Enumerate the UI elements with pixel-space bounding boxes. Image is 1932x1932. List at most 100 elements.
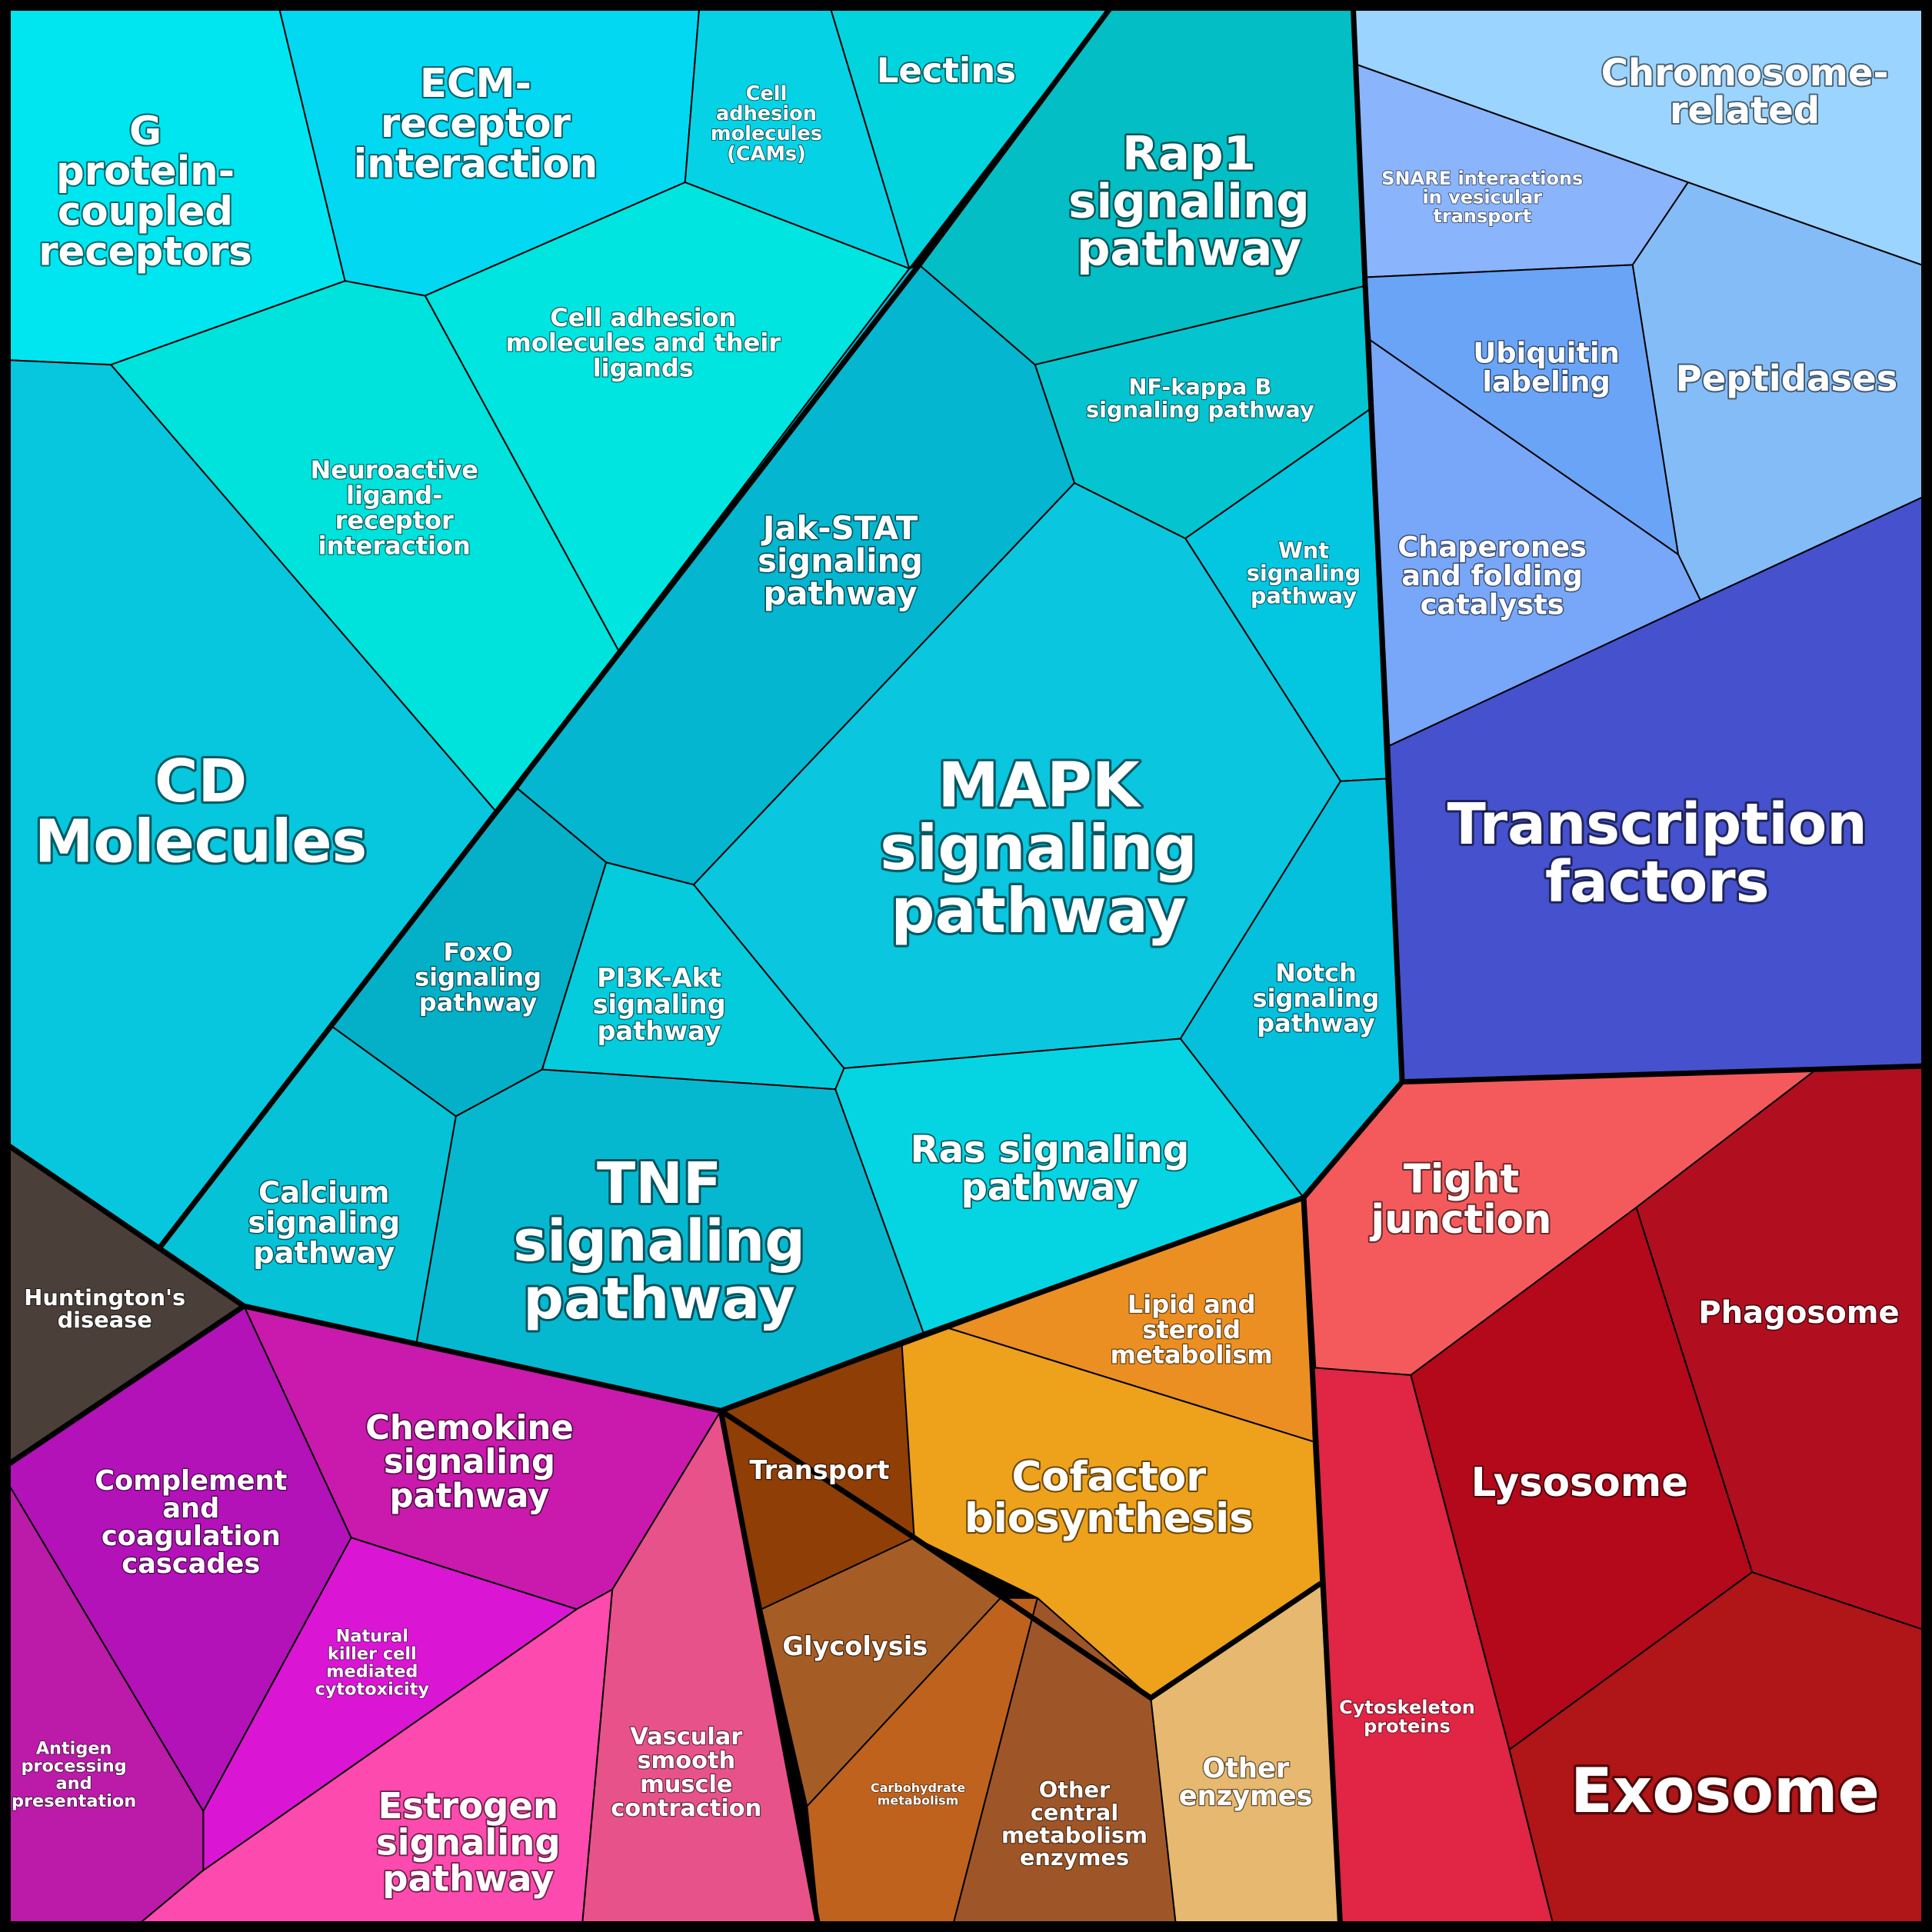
label-line: (CAMs) bbox=[727, 142, 806, 165]
label-cell-adhesion-molecules-cams: Cell adhesion molecules (CAMs) bbox=[711, 82, 822, 165]
label-line: pathway bbox=[253, 1236, 395, 1271]
label-line: Lysosome bbox=[1471, 1460, 1688, 1506]
label-line: signaling bbox=[593, 989, 726, 1019]
label-exosome: Exosome bbox=[1571, 1755, 1880, 1827]
label-carbohydrate-metabolism: Carbohydrate metabolism bbox=[871, 1780, 965, 1807]
label-line: protein- bbox=[56, 148, 235, 195]
group-border-line bbox=[718, 1410, 822, 1932]
label-line: SNARE interactions bbox=[1381, 168, 1583, 189]
label-line: Phagosome bbox=[1698, 1295, 1900, 1331]
label-line: Estrogen bbox=[378, 1785, 558, 1827]
label-mapk-signaling-pathway: MAPK signaling pathway bbox=[880, 750, 1198, 947]
label-line: disease bbox=[58, 1307, 152, 1333]
label-line: Ubiquitin bbox=[1473, 337, 1619, 370]
label-natural-killer-cell-cytotoxicity: Natural killer cell mediated cytotoxicity bbox=[315, 1627, 430, 1700]
label-line: interaction bbox=[318, 531, 471, 560]
label-line: ligand- bbox=[346, 481, 442, 510]
label-cd-molecules: CD Molecules bbox=[35, 748, 367, 877]
label-line: NF-kappa B bbox=[1128, 374, 1271, 400]
label-rap1-signaling-pathway: Rap1 signaling pathway bbox=[1068, 126, 1310, 276]
label-cytoskeleton-proteins: Cytoskeleton proteins bbox=[1339, 1697, 1475, 1737]
label-cofactor-biosynthesis: Cofactor biosynthesis bbox=[964, 1454, 1254, 1542]
label-other-central-metabolism-enzymes: Other central metabolism enzymes bbox=[1001, 1777, 1148, 1870]
label-line: Molecules bbox=[35, 808, 367, 876]
label-line: pathway bbox=[891, 875, 1186, 947]
label-line: pathway bbox=[764, 575, 918, 612]
label-line: killer cell bbox=[328, 1644, 417, 1664]
label-line: factors bbox=[1545, 850, 1770, 915]
label-line: receptor bbox=[381, 101, 571, 147]
label-line: Chemokine bbox=[365, 1409, 574, 1447]
cell-exosome bbox=[1508, 1571, 1932, 1932]
label-line: labeling bbox=[1482, 365, 1611, 398]
label-chromosome-related: Chromosome-related bbox=[1601, 52, 1889, 132]
label-line: mediated bbox=[326, 1661, 418, 1681]
label-line: Glycolysis bbox=[782, 1631, 928, 1661]
label-line: transport bbox=[1433, 205, 1531, 227]
label-line: pathway bbox=[389, 1477, 549, 1515]
label-transport: Transport bbox=[749, 1455, 889, 1485]
label-line: Natural bbox=[336, 1627, 408, 1647]
label-line: Wnt bbox=[1278, 538, 1329, 564]
label-lysosome: Lysosome bbox=[1471, 1460, 1688, 1506]
label-line: signaling bbox=[1068, 174, 1310, 228]
label-estrogen-signaling-pathway: Estrogen signaling pathway bbox=[376, 1785, 561, 1900]
label-line: Cell adhesion bbox=[550, 303, 736, 332]
label-line: central bbox=[1031, 1799, 1118, 1825]
label-line: Ras signaling bbox=[911, 1128, 1190, 1171]
label-line: molecules and their bbox=[506, 328, 781, 358]
group-border-line bbox=[0, 1304, 246, 1473]
label-line: steroid bbox=[1142, 1315, 1241, 1344]
label-foxo-signaling-pathway: FoxO signaling pathway bbox=[415, 938, 541, 1017]
label-line: signaling bbox=[376, 1821, 561, 1863]
label-line: signaling bbox=[758, 542, 923, 580]
label-pi3k-akt-signaling-pathway: PI3K-Akt signaling pathway bbox=[593, 963, 726, 1046]
label-line: Exosome bbox=[1571, 1755, 1880, 1827]
label-line: Notch bbox=[1275, 958, 1357, 988]
group-border-line bbox=[719, 1408, 1323, 1701]
label-calcium-signaling-pathway: Calcium signaling pathway bbox=[248, 1176, 400, 1271]
group-border-line bbox=[1301, 1197, 1317, 1368]
label-lectins: Lectins bbox=[877, 50, 1016, 91]
label-peptidases: Peptidases bbox=[1676, 358, 1898, 399]
label-line: signaling bbox=[1247, 560, 1361, 586]
label-line: contraction bbox=[611, 1795, 761, 1822]
label-line: MAPK bbox=[938, 750, 1141, 821]
label-huntingtons-disease: Huntington's disease bbox=[24, 1284, 185, 1333]
label-notch-signaling-pathway: Notch signaling pathway bbox=[1253, 958, 1380, 1038]
label-line: proteins bbox=[1364, 1715, 1451, 1737]
label-line: molecules bbox=[711, 122, 822, 145]
label-line: signaling bbox=[513, 1209, 805, 1274]
label-line: biosynthesis bbox=[964, 1495, 1254, 1542]
label-cell-adhesion-ligands: Cell adhesion molecules and their ligands bbox=[506, 303, 781, 382]
label-line: FoxO bbox=[443, 938, 512, 967]
label-line: pathway bbox=[1251, 583, 1357, 609]
label-line: Transcription bbox=[1447, 792, 1867, 858]
label-line: Huntington's bbox=[24, 1284, 185, 1311]
label-line: Peptidases bbox=[1676, 358, 1898, 399]
label-line: TNF bbox=[597, 1151, 721, 1217]
label-line: Antigen bbox=[36, 1739, 112, 1759]
label-line: coagulation bbox=[102, 1521, 281, 1552]
label-ubiquitin-labeling: Ubiquitin labeling bbox=[1473, 337, 1619, 399]
label-line: Other bbox=[1039, 1777, 1111, 1803]
label-line: metabolism bbox=[1001, 1822, 1148, 1848]
label-line: metabolism bbox=[1111, 1341, 1273, 1370]
label-other-enzymes: Other enzymes bbox=[1179, 1753, 1313, 1812]
label-line: and folding bbox=[1401, 559, 1583, 592]
label-line: receptor bbox=[335, 506, 454, 535]
label-line: receptors bbox=[38, 229, 252, 275]
label-line: Cytoskeleton bbox=[1339, 1697, 1475, 1718]
label-complement-and-coagulation-cascades: Complement and coagulation cascades bbox=[95, 1465, 287, 1580]
group-border-line bbox=[1350, 0, 1405, 1082]
label-line: enzymes bbox=[1179, 1780, 1313, 1812]
cell-vascular-smooth-muscle-contraction bbox=[581, 1410, 821, 1932]
label-line: Other bbox=[1202, 1753, 1290, 1784]
label-ras-signaling-pathway: Ras signaling pathway bbox=[911, 1128, 1190, 1209]
label-antigen-processing-and-presentation: Antigen processing and presentation bbox=[12, 1739, 136, 1812]
label-ecm-receptor-interaction: ECM-receptor interaction bbox=[354, 61, 598, 188]
